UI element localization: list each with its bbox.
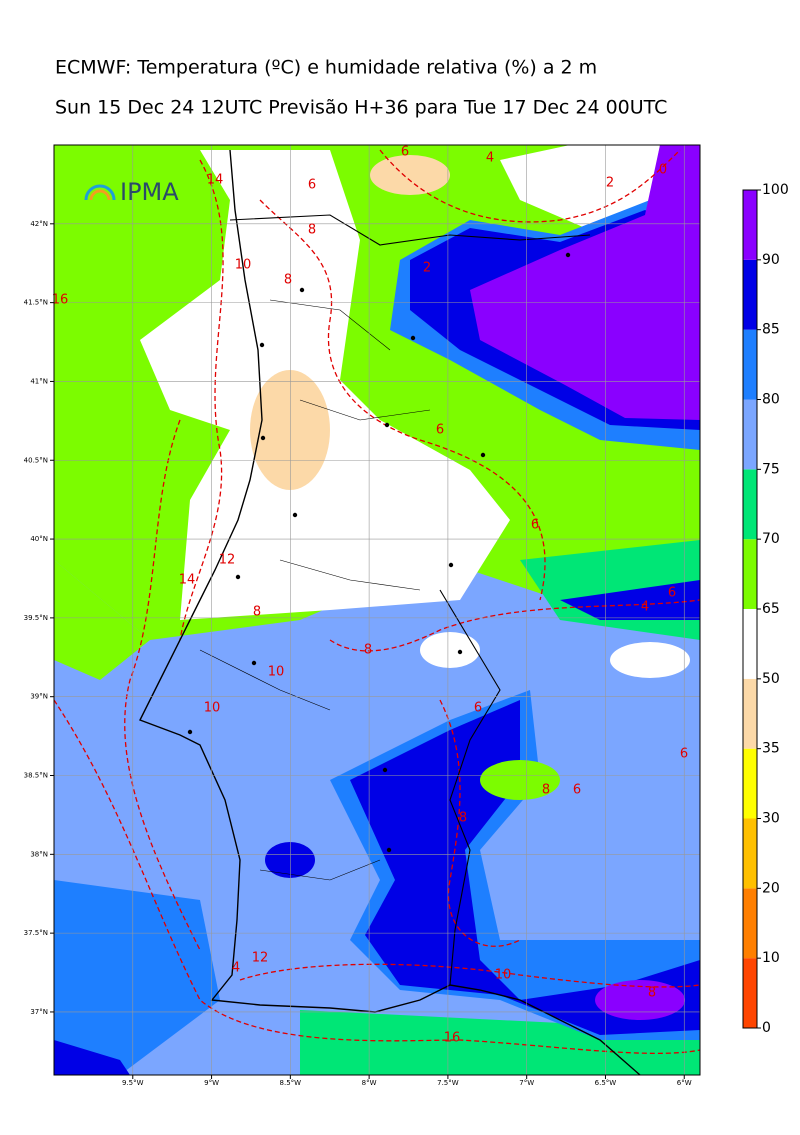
colorbar-label: 90 bbox=[762, 252, 780, 268]
contour-label: 8 bbox=[542, 783, 550, 798]
colorbar-segment bbox=[743, 609, 757, 679]
contour-label: 6 bbox=[668, 586, 676, 601]
logo: IPMA bbox=[84, 178, 179, 206]
y-tick-label: 40°N bbox=[30, 535, 48, 543]
y-tick-label: 41.5°N bbox=[24, 299, 48, 307]
contour-label: 16 bbox=[52, 293, 69, 308]
contour-label: 14 bbox=[179, 573, 196, 588]
contour-label: 10 bbox=[268, 665, 285, 680]
cities bbox=[187, 252, 571, 853]
y-tick-label: 38.5°N bbox=[24, 772, 48, 780]
colorbar-segment bbox=[743, 748, 757, 819]
y-tick-label: 40.5°N bbox=[24, 456, 48, 464]
temperature-contours bbox=[54, 149, 700, 1055]
colorbar-label: 100 bbox=[762, 182, 789, 198]
colorbar-segment bbox=[743, 469, 757, 540]
colorbar: 0 10 20 30 35 50 65 70 75 80 85 90 100 bbox=[742, 182, 789, 1036]
y-tick-label: 39.5°N bbox=[24, 614, 48, 622]
colorbar-label: 30 bbox=[762, 811, 780, 827]
y-tick-label: 37°N bbox=[30, 1008, 48, 1016]
title: ECMWF: Temperatura (ºC) e humidade relat… bbox=[55, 57, 597, 79]
colorbar-label: 65 bbox=[762, 601, 780, 617]
colorbar-label: 70 bbox=[762, 531, 780, 547]
contour-label: 4 bbox=[486, 151, 494, 166]
contour-label: 6 bbox=[573, 783, 581, 798]
contour-label: 10 bbox=[235, 258, 252, 273]
contour-label: 8 bbox=[648, 986, 656, 1001]
contour-label: 8 bbox=[364, 643, 372, 658]
contour-label: 8 bbox=[284, 273, 292, 288]
x-tick-label: 7°W bbox=[519, 1079, 534, 1087]
colorbar-segment bbox=[743, 399, 757, 470]
contour-label: 6 bbox=[308, 178, 316, 193]
y-tick-label: 42°N bbox=[30, 220, 48, 228]
contour-label: 8 bbox=[308, 223, 316, 238]
contour-label: 12 bbox=[252, 951, 269, 966]
colorbar-label: 0 bbox=[762, 1020, 771, 1036]
colorbar-segment bbox=[743, 888, 757, 959]
subtitle: Sun 15 Dec 24 12UTC Previsão H+36 para T… bbox=[55, 97, 667, 119]
contour-label: 4 bbox=[641, 600, 649, 615]
x-tick-label: 7.5°W bbox=[437, 1079, 459, 1087]
contour-label: 10 bbox=[204, 701, 221, 716]
x-tick-label: 6.5°W bbox=[595, 1079, 617, 1087]
contour-label: 4 bbox=[232, 961, 240, 976]
contour-label: 6 bbox=[680, 747, 688, 762]
colorbar-label: 35 bbox=[762, 741, 780, 757]
coastline bbox=[139, 149, 641, 1075]
y-tick-label: 38°N bbox=[30, 850, 48, 858]
contour-label: 6 bbox=[474, 701, 482, 716]
contour-label: 10 bbox=[495, 968, 512, 983]
colorbar-label: 20 bbox=[762, 880, 780, 896]
contour-label: 8 bbox=[253, 605, 261, 620]
logo-text: IPMA bbox=[120, 178, 179, 206]
colorbar-label: 75 bbox=[762, 461, 780, 477]
humidity-field bbox=[54, 145, 700, 1075]
contour-label: 6 bbox=[531, 518, 539, 533]
x-tick-label: 9°W bbox=[204, 1079, 219, 1087]
colorbar-segment bbox=[743, 329, 757, 400]
y-tick-label: 39°N bbox=[30, 693, 48, 701]
colorbar-segment bbox=[743, 259, 757, 330]
contour-label: 2 bbox=[606, 176, 614, 191]
contour-label: 14 bbox=[207, 173, 224, 188]
colorbar-label: 85 bbox=[762, 322, 780, 338]
colorbar-segment bbox=[743, 539, 757, 609]
colorbar-segment bbox=[743, 190, 757, 260]
contour-label: 8 bbox=[459, 811, 467, 826]
map-frame bbox=[53, 144, 701, 1076]
colorbar-label: 50 bbox=[762, 671, 780, 687]
contour-label: 0 bbox=[659, 163, 667, 178]
colorbar-segment bbox=[743, 678, 757, 749]
contour-label: 6 bbox=[436, 423, 444, 438]
contour-label: 2 bbox=[423, 261, 431, 276]
colorbar-segment bbox=[743, 958, 757, 1028]
x-tick-label: 6°W bbox=[677, 1079, 692, 1087]
colorbar-label: 80 bbox=[762, 392, 780, 408]
contour-label: 6 bbox=[401, 145, 409, 160]
graticule: 9.5°W 9°W 8.5°W 8°W 7.5°W 7°W 6.5°W 6°W 42°N 41.5… bbox=[24, 145, 700, 1087]
colorbar-label: 10 bbox=[762, 950, 780, 966]
y-tick-label: 37.5°N bbox=[24, 929, 48, 937]
x-tick-label: 9.5°W bbox=[122, 1079, 144, 1087]
contour-label: 12 bbox=[219, 553, 236, 568]
x-tick-label: 8.5°W bbox=[280, 1079, 302, 1087]
y-tick-label: 41°N bbox=[30, 377, 48, 385]
contour-label: 16 bbox=[444, 1031, 461, 1046]
x-tick-label: 8°W bbox=[362, 1079, 377, 1087]
colorbar-segment bbox=[743, 818, 757, 889]
contour-labels: 14 6 4 2 0 8 6 10 8 2 16 6 6 12 14 4 6 8… bbox=[52, 145, 688, 1046]
